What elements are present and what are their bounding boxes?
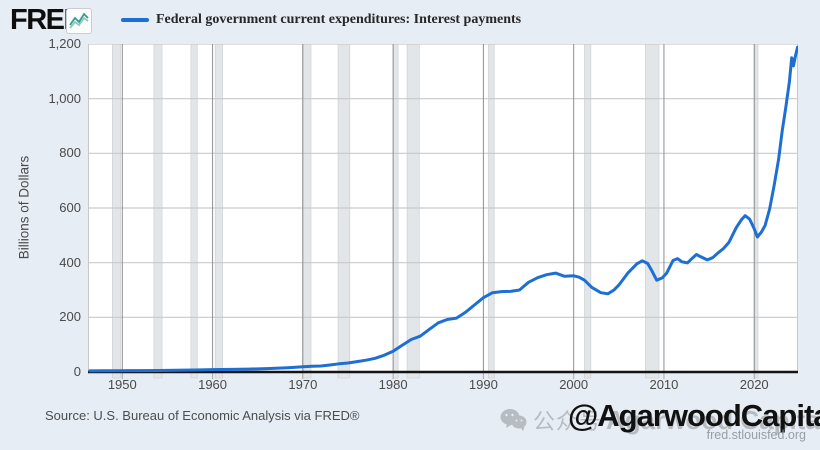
recession-band <box>392 44 399 379</box>
recession-band <box>584 44 592 379</box>
recession-band <box>337 44 351 379</box>
x-tick-label: 1970 <box>288 377 318 392</box>
series-line <box>88 45 798 373</box>
wechat-icon <box>500 409 527 431</box>
chart-legend: Federal government current expenditures:… <box>121 12 521 28</box>
legend-series-label: Federal government current expenditures:… <box>156 12 522 27</box>
recession-band <box>302 44 312 379</box>
recession-band <box>111 44 121 379</box>
watermark-site-url: fred.stlouisfed.org <box>706 428 806 442</box>
recession-band <box>214 44 223 379</box>
x-tick-label: 1990 <box>468 377 498 392</box>
x-tick-label: 2000 <box>559 377 589 392</box>
recession-band <box>487 44 495 379</box>
watermark-channel-label: 公众号 <box>533 409 603 434</box>
recession-band <box>406 44 420 379</box>
source-note: Source: U.S. Bureau of Economic Analysis… <box>45 408 360 423</box>
y-tick-label: 400 <box>59 254 81 270</box>
x-tick-label: 2020 <box>739 377 769 392</box>
x-tick-label: 1980 <box>378 377 408 392</box>
watermark-handle: @AgarwoodCapital <box>568 398 820 433</box>
watermark-ghost-handle: Agarwood Capital <box>606 404 820 435</box>
y-tick-label: 1,200 <box>48 36 81 51</box>
recession-band <box>754 44 759 379</box>
watermark-gray-layer: 公众号 Agarwood Capital <box>500 404 820 436</box>
y-tick-label: 0 <box>73 364 81 379</box>
recession-band <box>153 44 163 379</box>
x-tick-label: 2010 <box>649 377 679 392</box>
y-tick-label: 1,000 <box>48 90 81 106</box>
x-tick-label: 1950 <box>107 377 137 392</box>
y-tick-label: 800 <box>59 145 81 161</box>
recession-band <box>645 44 660 379</box>
y-tick-label: 600 <box>59 200 81 215</box>
x-tick-label: 1960 <box>198 377 228 392</box>
legend-line-swatch <box>121 18 149 22</box>
watermark: 公众号 Agarwood Capital @AgarwoodCapital fr… <box>500 396 820 446</box>
line-chart-icon <box>66 8 92 34</box>
y-tick-label: 200 <box>59 309 81 325</box>
recession-band <box>190 44 198 379</box>
chart-plot-area <box>88 44 798 379</box>
